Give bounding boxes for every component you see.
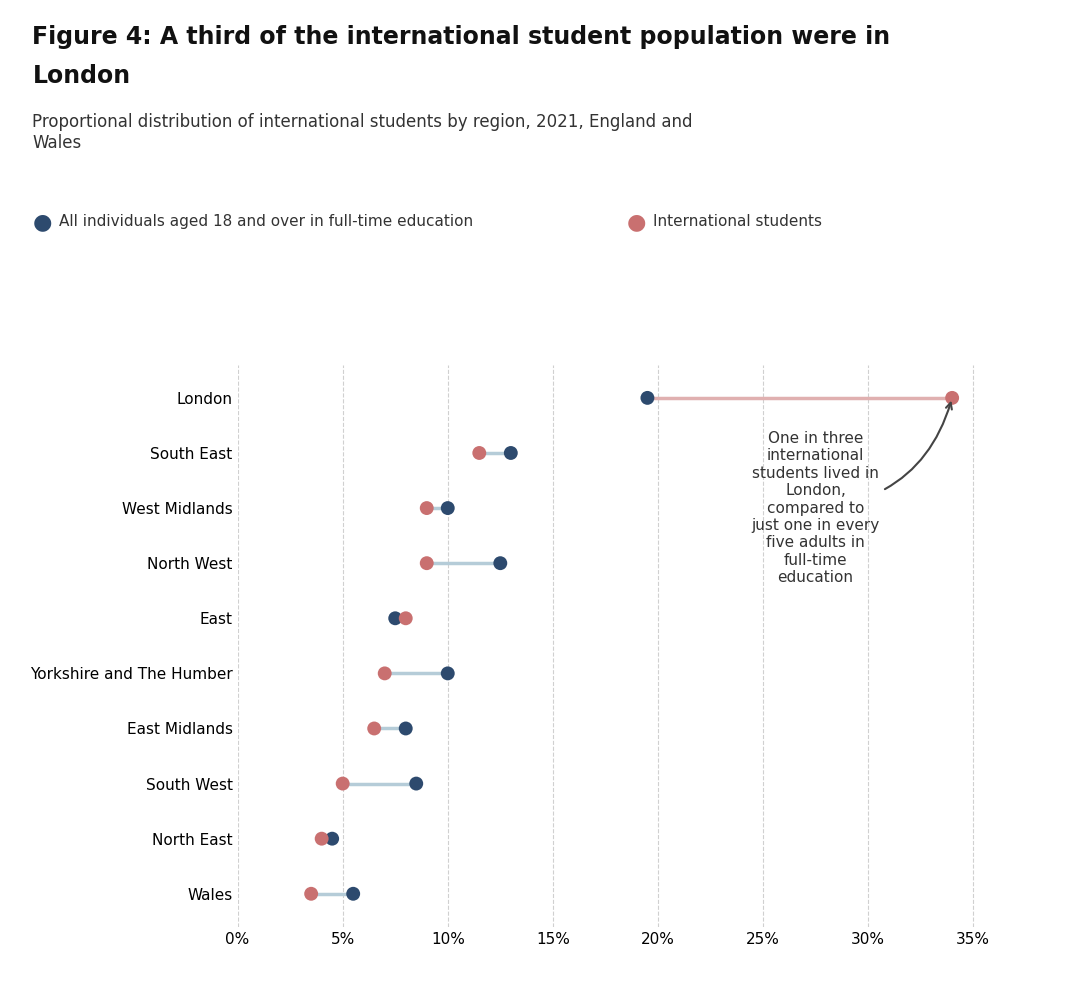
Point	[944, 390, 961, 406]
Point	[365, 721, 382, 737]
Text: One in three
international
students lived in
London,
compared to
just one in eve: One in three international students live…	[752, 402, 951, 585]
Point	[376, 666, 393, 681]
Point	[440, 666, 457, 681]
Text: ●: ●	[626, 212, 646, 232]
Point	[397, 721, 415, 737]
Text: London: London	[32, 64, 131, 88]
Point	[471, 445, 488, 460]
Point	[418, 555, 435, 571]
Point	[418, 500, 435, 516]
Text: Figure 4: A third of the international student population were in: Figure 4: A third of the international s…	[32, 25, 891, 48]
Point	[491, 555, 509, 571]
Point	[334, 776, 351, 792]
Point	[502, 445, 519, 460]
Point	[324, 831, 341, 847]
Text: International students: International students	[653, 214, 822, 230]
Point	[345, 885, 362, 901]
Point	[407, 776, 424, 792]
Point	[397, 610, 415, 626]
Point	[638, 390, 656, 406]
Point	[387, 610, 404, 626]
Point	[313, 831, 330, 847]
Text: All individuals aged 18 and over in full-time education: All individuals aged 18 and over in full…	[59, 214, 473, 230]
Text: ●: ●	[32, 212, 52, 232]
Text: Proportional distribution of international students by region, 2021, England and: Proportional distribution of internation…	[32, 113, 693, 152]
Point	[440, 500, 457, 516]
Point	[302, 885, 320, 901]
